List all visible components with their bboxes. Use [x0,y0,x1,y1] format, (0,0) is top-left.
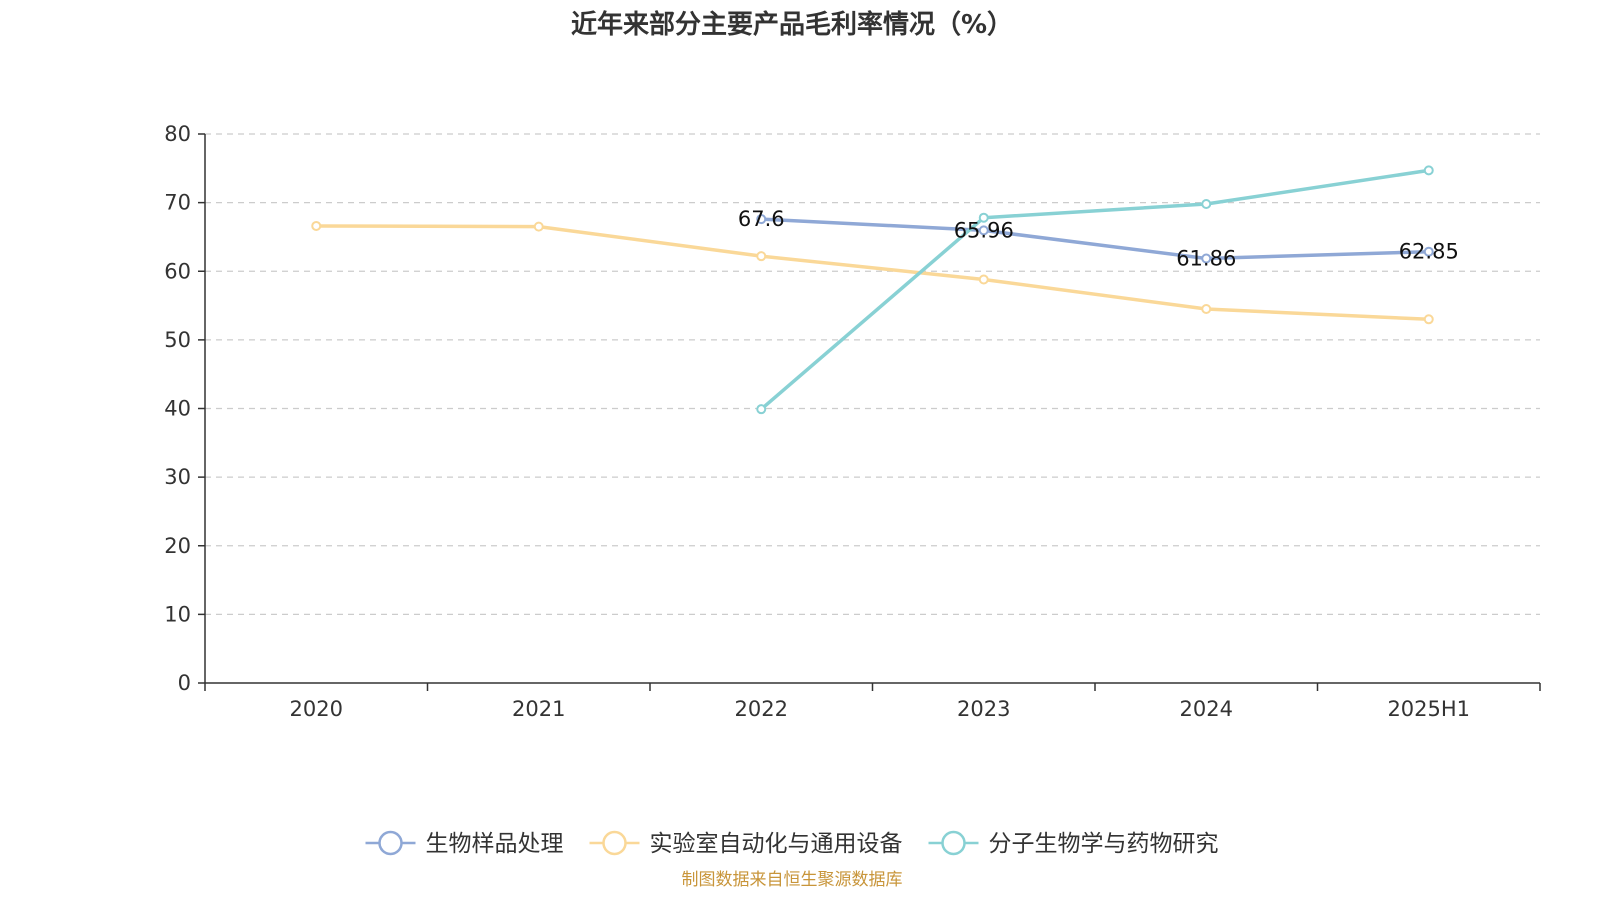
data-point [756,251,767,262]
x-tick-label: 2022 [735,697,788,721]
data-label: 67.6 [738,207,785,231]
y-tick-label: 40 [164,397,191,421]
grid-lines [205,133,1540,615]
series-line [759,168,1431,411]
data-point [533,221,544,232]
legend-marker [378,830,403,856]
data-point [311,220,322,231]
data-point [1201,303,1212,314]
y-tick-label: 10 [164,602,191,626]
x-tick-label: 2021 [512,697,565,721]
y-tick-label: 50 [164,328,191,352]
y-tick-label: 0 [178,671,191,695]
series-lines [311,165,1434,415]
legend-item: 实验室自动化与通用设备 [589,830,903,857]
data-label: 61.86 [1176,246,1236,270]
chart-title: 近年来部分主要产品毛利率情况（%） [571,9,1013,40]
data-point [978,274,989,285]
data-point [1423,246,1434,257]
data-point [756,404,767,415]
y-tick-label: 30 [164,465,191,489]
data-point [978,212,989,223]
data-labels: 67.6 65.96 61.86 62.85 [738,207,1459,270]
data-point [1423,165,1434,176]
legend-marker [602,830,627,856]
data-label: 62.85 [1399,240,1459,264]
data-point [1423,314,1434,325]
series-line [314,224,1431,322]
y-tick-label: 80 [164,122,191,146]
legend-item: 分子生物学与药物研究 [928,830,1219,857]
axes: 0 10 20 30 40 50 60 70 80 2020 2021 2022 2023 2024 202… [164,122,1541,721]
legend: 生物样品处理 实验室自动化与通用设备 分子生物学与药物研究 [365,830,1219,857]
x-tick-label: 2024 [1180,697,1233,721]
data-label: 65.96 [954,218,1014,242]
x-tick-label: 2023 [957,697,1010,721]
series-line [759,217,1431,261]
source-note: 制图数据来自恒生聚源数据库 [682,870,903,890]
data-point [1201,198,1212,209]
legend-label: 分子生物学与药物研究 [989,831,1219,857]
legend-label: 实验室自动化与通用设备 [650,831,903,857]
x-tick-label: 2020 [290,697,343,721]
y-tick-label: 60 [164,259,191,283]
y-tick-label: 20 [164,534,191,558]
x-tick-label: 2025H1 [1387,697,1470,721]
data-point [978,225,989,236]
legend-item: 生物样品处理 [365,830,564,857]
legend-marker [941,830,966,856]
legend-label: 生物样品处理 [426,831,564,857]
y-tick-label: 70 [164,191,191,215]
data-point [1201,253,1212,264]
data-point [756,214,767,225]
